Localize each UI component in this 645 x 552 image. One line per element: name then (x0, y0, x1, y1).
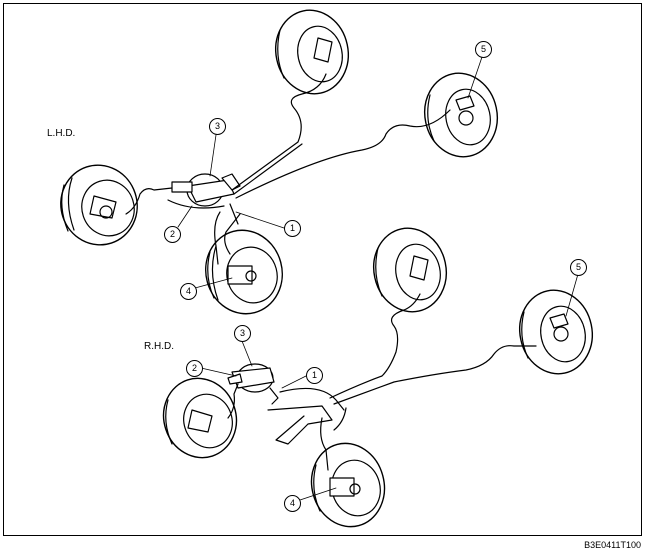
lhd-front-right-wheel (205, 229, 283, 315)
rhd-brake-lines (227, 293, 537, 471)
rhd-callout-1: 1 (306, 367, 323, 384)
lhd-callout-4: 4 (180, 283, 197, 300)
rhd-callout-3: 3 (234, 325, 251, 342)
rhd-label: R.H.D. (144, 341, 174, 352)
rhd-front-right-wheel (310, 442, 386, 528)
lhd-layout (60, 9, 498, 315)
lhd-front-left-wheel (60, 164, 138, 246)
lhd-rear-right-wheel (424, 72, 498, 158)
rhd-callout-2: 2 (186, 360, 203, 377)
rhd-brake-booster (227, 363, 279, 405)
lhd-rear-left-wheel (275, 9, 349, 95)
rhd-layout (162, 227, 593, 528)
figure-frame (3, 3, 642, 536)
lhd-brake-lines (125, 73, 451, 265)
rhd-rear-left-wheel (373, 227, 447, 313)
lhd-brake-booster (167, 173, 241, 209)
lhd-callout-5: 5 (475, 41, 492, 58)
lhd-callout-1: 1 (284, 220, 301, 237)
rhd-callout-5: 5 (570, 259, 587, 276)
lhd-label: L.H.D. (47, 128, 76, 139)
rhd-front-left-wheel (162, 377, 238, 459)
lhd-callout-3: 3 (209, 118, 226, 135)
rhd-rear-right-wheel (519, 289, 593, 375)
lhd-callout-2: 2 (164, 226, 181, 243)
figure-code: B3E0411T100 (584, 540, 641, 550)
rhd-callout-4: 4 (284, 495, 301, 512)
leader-lines (177, 56, 579, 501)
